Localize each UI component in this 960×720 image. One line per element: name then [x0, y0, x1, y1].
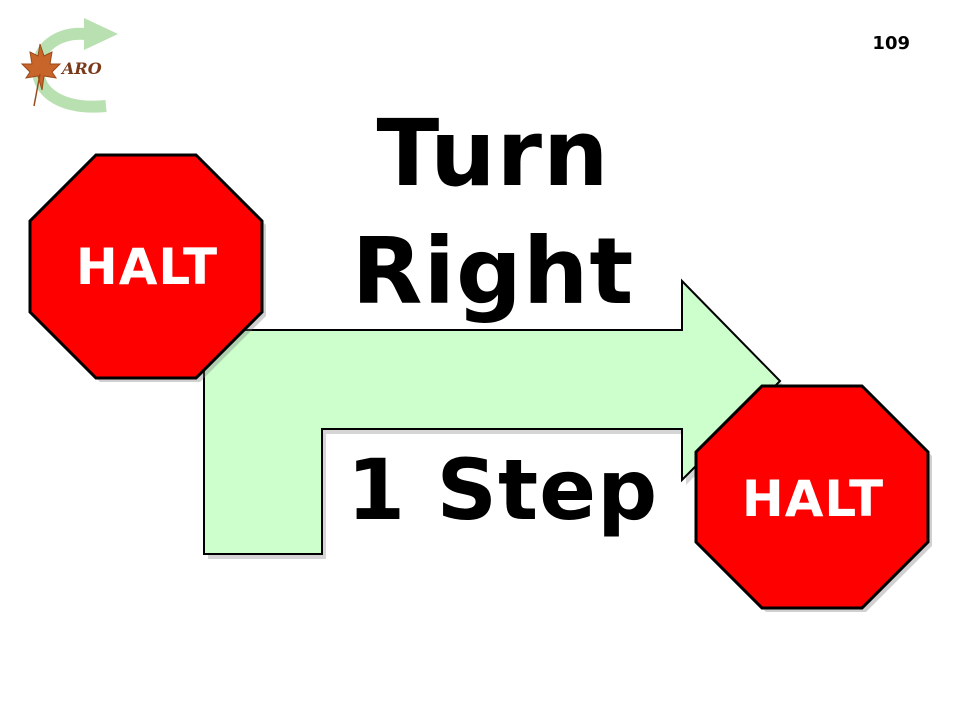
maple-leaf-icon — [20, 43, 62, 107]
end-stop-sign-icon — [694, 384, 930, 610]
title-line-right: Right — [351, 218, 635, 325]
logo-arrowhead-icon — [84, 18, 118, 50]
start-stop-sign-icon — [28, 153, 264, 380]
step-count-label: 1 Step — [346, 441, 659, 539]
end-halt-label: HALT — [741, 470, 885, 528]
title-line-turn: Turn — [376, 100, 610, 207]
start-halt-label: HALT — [75, 238, 219, 296]
aro-logo: ARO — [20, 18, 118, 113]
logo-text: ARO — [60, 59, 102, 78]
bent-right-arrow-icon — [203, 278, 782, 555]
page-number: 109 — [872, 33, 910, 54]
